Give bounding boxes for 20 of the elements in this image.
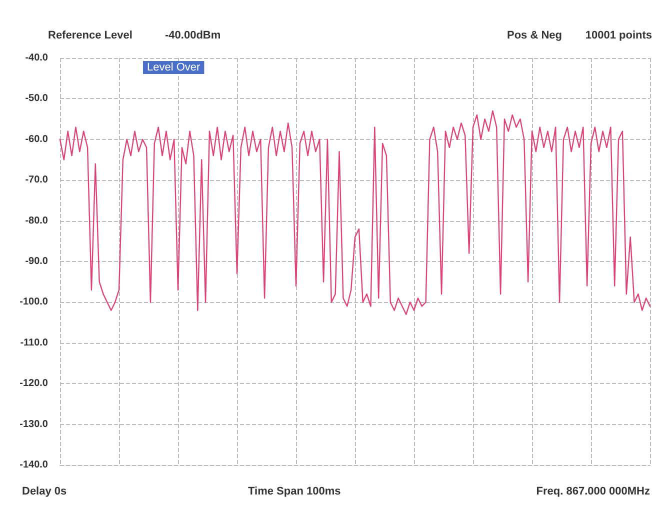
y-tick-label: -100.0 [20, 296, 48, 308]
y-tick-label: -130.0 [20, 418, 48, 430]
y-tick-label: -80.0 [25, 215, 48, 226]
annotation: Level Over [147, 62, 201, 74]
text: Time Span 100ms [248, 486, 341, 498]
text: -40.00dBm [165, 30, 221, 42]
y-tick-label: -40.0 [25, 52, 48, 64]
text: Delay 0s [22, 486, 67, 498]
y-tick-label: -110.0 [20, 337, 48, 348]
text: Pos & Neg [506, 30, 562, 42]
text: Freq. 867.000 000MHz [536, 486, 650, 498]
line-series [59, 110, 651, 316]
y-tick-label: -90.0 [25, 256, 48, 267]
text: Reference Level [48, 30, 132, 42]
y-tick-label: -140.0 [20, 460, 48, 470]
y-tick-label: -60.0 [25, 134, 48, 145]
y-tick-label: -70.0 [25, 174, 48, 186]
y-tick-label: -50.0 [25, 93, 48, 104]
y-tick-label: -120.0 [20, 378, 48, 390]
text: 10001 points [585, 30, 652, 42]
